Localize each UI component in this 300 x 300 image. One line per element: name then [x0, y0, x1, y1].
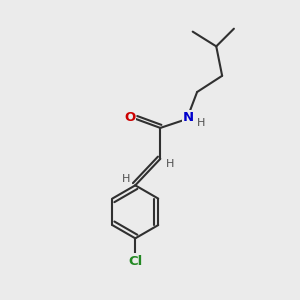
- Text: O: O: [124, 111, 135, 124]
- Text: N: N: [183, 111, 194, 124]
- Text: H: H: [166, 159, 174, 169]
- Text: H: H: [197, 118, 205, 128]
- Text: H: H: [122, 174, 130, 184]
- Text: Cl: Cl: [128, 254, 142, 268]
